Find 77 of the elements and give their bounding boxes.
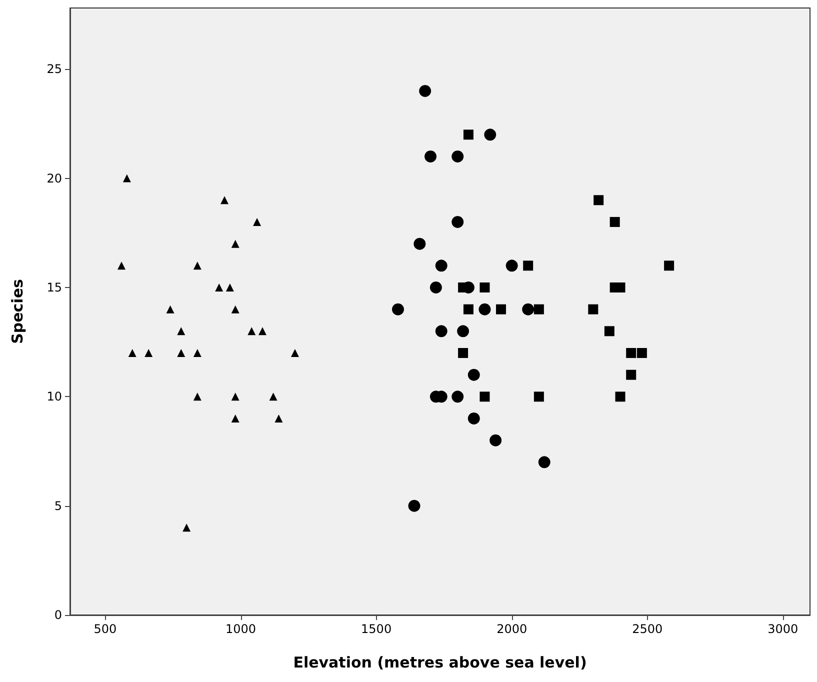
x-axis-title: Elevation (metres above sea level) [293,654,587,672]
point [182,524,191,532]
point [414,238,426,250]
y-tick-label: 25 [46,62,62,76]
point [193,262,202,270]
y-tick-label: 20 [46,171,62,186]
point [166,305,174,314]
point [193,392,202,401]
point [253,218,262,226]
point [177,348,186,357]
point [594,195,604,206]
point [258,327,266,336]
point [458,348,468,358]
point [615,282,626,292]
point [463,130,474,140]
point [269,392,278,401]
y-tick-label: 10 [46,390,62,404]
point [231,414,240,422]
point [534,304,544,314]
point [457,325,470,338]
x-tick-label: 1500 [361,622,392,636]
point [118,262,126,270]
point [128,348,136,357]
point [480,282,490,292]
y-tick-label: 5 [54,498,62,513]
point [435,260,448,272]
point [522,303,534,316]
x-tick-label: 2500 [632,622,663,636]
point [193,348,202,357]
point [468,368,480,381]
point [215,283,224,292]
point [274,414,283,422]
point [604,326,614,336]
point [392,303,404,316]
point [480,392,490,402]
y-tick-label: 0 [54,608,62,622]
point [496,304,506,314]
point [122,174,131,182]
point [231,392,240,401]
x-tick-label: 2000 [496,622,528,636]
point [468,412,480,424]
point [484,128,496,141]
point [435,325,448,338]
point [506,260,518,272]
point [452,390,464,403]
point [615,392,626,402]
point [523,260,534,271]
point [226,283,234,292]
point [626,370,636,380]
point [408,500,420,512]
point [430,281,442,294]
point [220,196,229,204]
point [419,84,432,97]
point [248,327,256,336]
point [478,303,491,316]
y-tick-label: 15 [46,280,62,294]
point [610,216,620,227]
point [452,150,464,162]
point [664,260,674,271]
y-axis-title: Species [8,279,26,344]
x-tick-label: 500 [94,622,117,636]
point [290,348,299,357]
point [538,456,550,468]
x-tick-label: 1000 [225,622,256,636]
point [626,348,636,358]
point [588,304,598,314]
point [231,305,240,314]
point [144,348,153,357]
point [424,150,437,162]
point [452,216,464,228]
x-tick-label: 3000 [768,622,798,636]
point [463,304,474,314]
point [534,392,544,402]
point [177,327,186,336]
point [490,434,502,446]
point [231,240,240,248]
point [636,348,647,358]
